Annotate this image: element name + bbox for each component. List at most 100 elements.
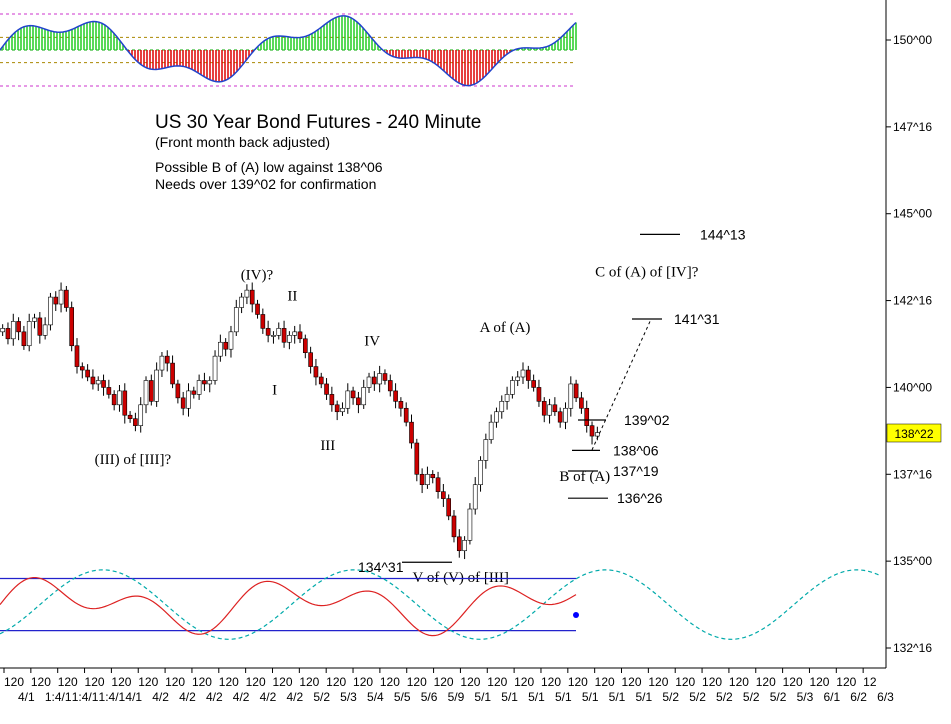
candle-body xyxy=(186,390,191,409)
candle-body xyxy=(244,289,250,298)
x-tick-label-top: 120 xyxy=(4,675,24,689)
x-tick-label-bottom: 4/2 xyxy=(152,690,169,704)
candle-body xyxy=(441,491,446,499)
y-tick-label: 145^00 xyxy=(893,207,932,221)
candle-body xyxy=(456,536,462,552)
wave-label: (IV)? xyxy=(241,268,274,284)
wave-label: C of (A) of [IV]? xyxy=(595,264,699,280)
x-tick-label-bottom: 5/2 xyxy=(716,690,733,704)
candle-body xyxy=(260,314,266,329)
x-tick-label-top: 120 xyxy=(272,675,292,689)
x-tick-label-bottom: 4/2 xyxy=(206,690,223,704)
x-tick-label-top: 120 xyxy=(407,675,427,689)
candle-body xyxy=(5,328,11,340)
cycle-red-line xyxy=(0,576,577,637)
x-tick-label-bottom: 5/2 xyxy=(689,690,706,704)
candle-body xyxy=(58,289,64,305)
candle-body xyxy=(239,296,244,308)
chart-note-2: Needs over 139^02 for confirmation xyxy=(155,176,377,192)
price-level-label: 137^19 xyxy=(613,463,659,479)
candle-body xyxy=(85,369,90,378)
price-level-label: 141^31 xyxy=(674,311,720,327)
x-tick-label-top: 120 xyxy=(85,675,105,689)
chart-title: US 30 Year Bond Futures - 240 Minute xyxy=(155,112,482,133)
candle-body xyxy=(207,380,213,385)
x-tick-label-top: 12 xyxy=(863,675,877,689)
wave-label: I xyxy=(272,382,277,398)
candle-body xyxy=(10,321,16,340)
chart-subtitle: (Front month back adjusted) xyxy=(155,134,331,150)
price-level-label: 144^13 xyxy=(700,226,746,242)
x-tick-label-bottom: 5/9 xyxy=(448,690,465,704)
candle-body xyxy=(308,352,313,367)
candle-body xyxy=(196,380,202,395)
x-tick-label-bottom: 4/2 xyxy=(286,690,303,704)
wave-label: A of (A) xyxy=(480,320,531,336)
candle-body xyxy=(595,432,600,437)
candle-body xyxy=(425,473,430,486)
chart-title-block: US 30 Year Bond Futures - 240 Minute (Fr… xyxy=(155,112,481,193)
candle-body xyxy=(26,321,32,347)
x-tick-label-bottom: 5/4 xyxy=(367,690,384,704)
x-tick-label-bottom: 5/2 xyxy=(313,690,330,704)
candle-body xyxy=(249,289,255,305)
wave-label: (III) of [III]? xyxy=(95,452,172,468)
candle-body xyxy=(573,383,579,399)
candle-body xyxy=(32,317,37,322)
x-tick-label-bottom: 5/1 xyxy=(582,690,599,704)
candle-body xyxy=(74,345,80,367)
candle-body xyxy=(79,366,85,371)
candle-body xyxy=(515,376,521,381)
x-tick-label-top: 120 xyxy=(246,675,266,689)
candle-body xyxy=(127,414,133,419)
candle-body xyxy=(111,394,117,406)
x-tick-label-bottom: 6/2 xyxy=(850,690,867,704)
x-tick-label-top: 120 xyxy=(648,675,668,689)
candle-body xyxy=(228,331,234,350)
x-tick-label-top: 120 xyxy=(702,675,722,689)
x-tick-label-bottom: 5/1 xyxy=(528,690,545,704)
x-tick-label-bottom: 4/2 xyxy=(179,690,196,704)
candle-body xyxy=(276,328,282,336)
candle-body xyxy=(313,366,319,378)
candle-body xyxy=(467,508,473,541)
y-tick-label: 147^16 xyxy=(893,120,932,134)
candle-body xyxy=(350,390,356,399)
candle-body xyxy=(106,387,112,395)
candle-body xyxy=(223,341,228,350)
price-level-label: 138^06 xyxy=(613,442,659,458)
candlestick-series xyxy=(0,282,600,560)
candle-body xyxy=(202,380,207,385)
x-tick-label-bottom: 5/1 xyxy=(636,690,653,704)
candle-body xyxy=(292,331,298,336)
candle-body xyxy=(138,404,144,426)
candle-body xyxy=(37,317,43,336)
x-tick-label-top: 120 xyxy=(165,675,185,689)
candle-body xyxy=(159,355,165,371)
wave-label: II xyxy=(287,289,297,305)
x-tick-label-top: 120 xyxy=(460,675,480,689)
x-tick-label-bottom: 5/2 xyxy=(662,690,679,704)
x-tick-label-top: 120 xyxy=(299,675,319,689)
candle-body xyxy=(265,328,271,336)
candle-body xyxy=(64,289,69,308)
candle-body xyxy=(462,539,467,552)
price-level-label: 134^31 xyxy=(358,559,404,575)
x-tick-label-bottom: 5/5 xyxy=(394,690,411,704)
x-tick-label-bottom: 1:4/1 xyxy=(99,690,126,704)
candle-body xyxy=(435,477,441,492)
x-tick-label-top: 120 xyxy=(541,675,561,689)
y-tick-label: 142^16 xyxy=(893,294,932,308)
candle-body xyxy=(170,362,175,385)
candle-body xyxy=(393,390,398,402)
y-axis-ticks: 150^00 147^16 145^00 142^16 140^00 137^16 135^… xyxy=(886,33,932,655)
cycle-panel xyxy=(0,569,881,640)
x-tick-label-top: 120 xyxy=(675,675,695,689)
candle-body xyxy=(478,460,483,486)
candle-body xyxy=(21,331,27,347)
x-tick-label-top: 120 xyxy=(514,675,534,689)
x-tick-label-bottom: 5/1 xyxy=(474,690,491,704)
price-level-label: 136^26 xyxy=(617,490,663,506)
candle-body xyxy=(361,387,367,406)
